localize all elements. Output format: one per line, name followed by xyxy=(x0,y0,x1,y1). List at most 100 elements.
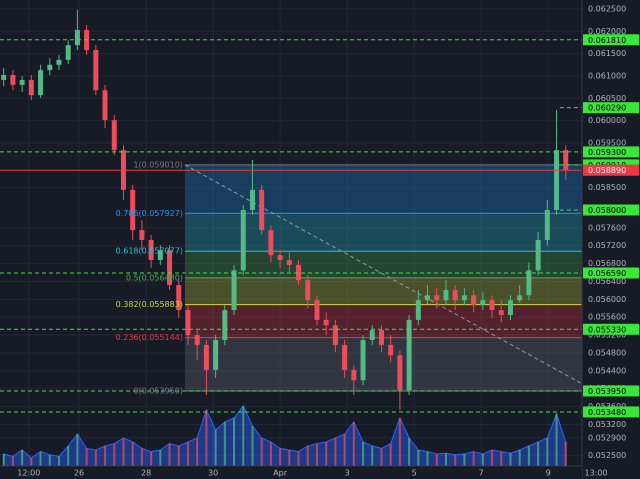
y-tick-label: 0.056400 xyxy=(588,277,626,286)
price-tag xyxy=(583,385,639,397)
price-tag-label: 0.055330 xyxy=(588,325,626,334)
volume-bar xyxy=(242,406,245,466)
volume-bar xyxy=(57,456,60,466)
volume-bar xyxy=(168,443,171,466)
volume-bar xyxy=(30,458,33,466)
volume-bar xyxy=(398,418,401,466)
candle-body xyxy=(167,250,173,286)
candle-body xyxy=(259,189,265,231)
candle-body xyxy=(415,300,421,320)
x-tick-label: 13:00 xyxy=(585,469,608,478)
volume-bar xyxy=(527,446,530,466)
y-tick-label: 0.062500 xyxy=(588,4,626,13)
y-tick-label: 0.058500 xyxy=(588,183,626,192)
volume-bar xyxy=(380,448,383,466)
fib-zone xyxy=(184,251,582,278)
volume-bar xyxy=(140,448,143,466)
volume-bar xyxy=(150,451,153,466)
x-tick-label: 3 xyxy=(345,469,350,478)
candle-body xyxy=(360,340,366,381)
candle-body xyxy=(74,29,80,46)
candle-body xyxy=(38,70,44,96)
candle-body xyxy=(222,310,228,341)
fib-zone xyxy=(184,164,582,214)
volume-bar xyxy=(481,454,484,466)
candle-body xyxy=(111,120,117,151)
candle-body xyxy=(213,340,219,370)
volume-bar xyxy=(279,448,282,466)
candle-body xyxy=(461,295,467,301)
volume-bar xyxy=(491,450,494,466)
price-tag xyxy=(583,164,639,176)
volume-bar xyxy=(11,456,14,466)
time-axis xyxy=(0,466,582,479)
y-tick-label: 0.052500 xyxy=(588,451,626,460)
price-tag xyxy=(583,323,639,335)
volume-bar xyxy=(371,446,374,466)
candle-body xyxy=(203,344,209,370)
y-tick-label: 0.057200 xyxy=(588,241,626,250)
candle-body xyxy=(185,310,191,336)
volume-bar xyxy=(518,450,521,466)
candle-body xyxy=(286,260,292,265)
candle-body xyxy=(544,209,550,240)
volume-bar xyxy=(196,438,199,466)
volume-bar xyxy=(297,451,300,466)
y-tick-label: 0.053200 xyxy=(588,420,626,429)
candle-body xyxy=(406,319,412,391)
candle-body xyxy=(249,189,255,210)
volume-bar xyxy=(389,443,392,466)
volume-bar xyxy=(463,454,466,466)
volume-bar xyxy=(48,454,51,466)
volume-bar xyxy=(564,442,567,466)
volume-bar xyxy=(85,448,88,466)
volume-bar xyxy=(269,442,272,466)
candle-body xyxy=(480,300,486,306)
volume-bar xyxy=(334,438,337,466)
y-tick-label: 0.056800 xyxy=(588,259,626,268)
price-tag xyxy=(583,204,639,216)
volume-bar xyxy=(435,454,438,466)
volume-bar xyxy=(343,434,346,466)
candle-body xyxy=(471,295,477,306)
volume-bar xyxy=(186,442,189,466)
candle-body xyxy=(93,50,99,91)
volume-bar xyxy=(205,410,208,466)
y-tick-label: 0.061000 xyxy=(588,71,626,80)
candle-body xyxy=(19,79,25,85)
volume-bar xyxy=(177,446,180,466)
price-tag-label: 0.061810 xyxy=(588,36,626,45)
volume-bar xyxy=(159,450,162,466)
candle-body xyxy=(378,330,384,345)
volume-bar xyxy=(408,438,411,466)
candle-body xyxy=(240,209,246,271)
volume-bar xyxy=(500,451,503,466)
price-tag-label: 0.058000 xyxy=(588,206,626,215)
volume-bar xyxy=(546,438,549,466)
y-tick-label: 0.054400 xyxy=(588,366,626,375)
volume-bar xyxy=(325,442,328,466)
price-tag-label: 0.056590 xyxy=(588,269,626,278)
candle-body xyxy=(425,295,431,301)
candle-body xyxy=(563,150,569,171)
volume-bar xyxy=(104,446,107,466)
volume-bar xyxy=(315,443,318,466)
price-tag-label: 0.053480 xyxy=(588,408,626,417)
fib-label: 0(0.053950) xyxy=(133,386,183,395)
volume-bar xyxy=(2,454,5,466)
volume-bar xyxy=(555,414,558,466)
fib-label: 0.786(0.057927) xyxy=(116,209,183,218)
candle-body xyxy=(498,310,504,315)
candle-body xyxy=(443,289,449,301)
x-tick-label: 7 xyxy=(479,469,484,478)
candle-body xyxy=(296,264,302,281)
candle-body xyxy=(148,239,154,261)
candle-body xyxy=(157,250,163,261)
y-tick-label: 0.060000 xyxy=(588,116,626,125)
volume-bar xyxy=(67,446,70,466)
candle-body xyxy=(434,295,440,301)
volume-bar xyxy=(362,442,365,466)
x-tick-label: 5 xyxy=(412,469,417,478)
